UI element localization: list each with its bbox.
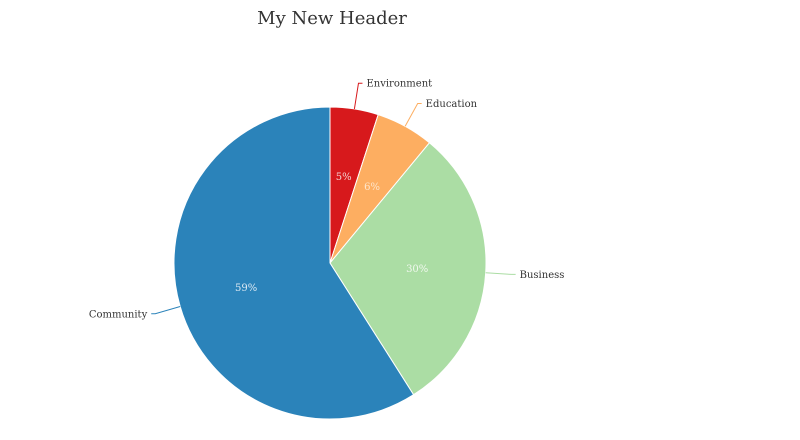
chart-title: My New Header xyxy=(257,8,407,29)
pie-slices xyxy=(173,106,487,420)
category-label-community: Community xyxy=(89,309,148,320)
pie-slice-business xyxy=(329,142,487,396)
leader-line-education xyxy=(404,103,422,127)
slice-labels: 5% Environment 6% Education 30% Business 59% Co… xyxy=(89,79,565,321)
category-label-business: Business xyxy=(520,270,565,281)
value-label-environment: 5% xyxy=(336,172,352,183)
value-label-community: 59% xyxy=(235,283,257,294)
label-leader-lines xyxy=(151,82,516,315)
value-label-business: 30% xyxy=(406,264,428,275)
leader-line-business xyxy=(485,272,516,275)
category-label-environment: Environment xyxy=(366,79,432,90)
value-label-education: 6% xyxy=(364,182,380,193)
leader-line-community xyxy=(151,306,181,315)
leader-line-environment xyxy=(353,82,363,109)
category-label-education: Education xyxy=(426,99,478,110)
